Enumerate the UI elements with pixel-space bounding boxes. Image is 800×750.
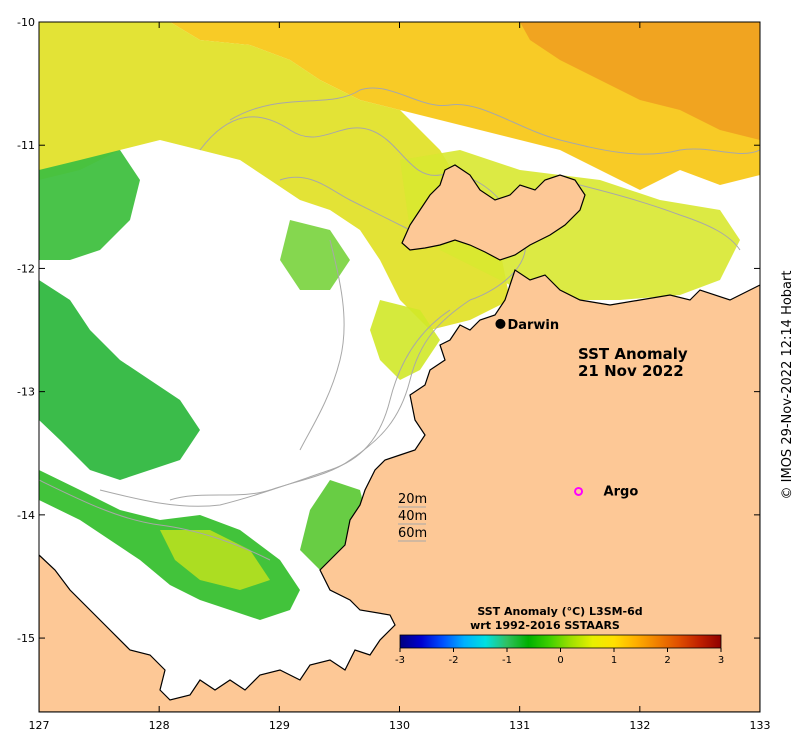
contour-line <box>559 179 741 251</box>
colorbar-title-line1: SST Anomaly (°C) L3SM-6d <box>477 605 642 618</box>
x-tick-label: 133 <box>750 719 771 732</box>
x-tick-label: 129 <box>269 719 290 732</box>
colorbar-tick-label: 3 <box>718 655 724 666</box>
darwin-label: Darwin <box>507 318 559 333</box>
y-tick-label: -10 <box>17 16 35 29</box>
axis-ticks: 127 128 129 130 131 132 133-10-11-12-13-14-15 <box>17 16 770 732</box>
colorbar-tick-label: -2 <box>449 655 459 666</box>
x-tick-label: 130 <box>389 719 410 732</box>
colorbar-ticks: -3 -2 -1 0 1 2 3 <box>395 648 724 666</box>
y-tick-label: -15 <box>17 632 35 645</box>
depth-label-40m: 40m <box>398 509 427 524</box>
sst-patch-tiwi-yellow <box>400 150 740 300</box>
argo-marker <box>574 486 584 496</box>
tiwi-islands <box>401 164 586 261</box>
colorbar-tick-label: -1 <box>502 655 512 666</box>
map-title-line2: 21 Nov 2022 <box>578 362 684 380</box>
colorbar-tick-label: 1 <box>611 655 617 666</box>
sst-patch-north-yellow <box>39 22 510 330</box>
colorbar-tick-label: 2 <box>664 655 670 666</box>
sst-patch-northeast-deep <box>520 22 760 140</box>
argo-label: Argo <box>604 484 639 499</box>
y-tick-label: -12 <box>17 262 35 275</box>
depth-label-20m: 20m <box>398 492 427 507</box>
depth-label-60m: 60m <box>398 526 427 541</box>
contour-line <box>169 299 471 501</box>
x-tick-label: 128 <box>149 719 170 732</box>
colorbar-title-line2: wrt 1992-2016 SSTAARS <box>470 619 620 632</box>
sst-patch-south-yellow <box>160 530 270 590</box>
credit-text: © IMOS 29-Nov-2022 12:14 Hobart <box>780 271 795 500</box>
land-layer <box>39 164 760 712</box>
contour-line <box>39 479 271 561</box>
contour-line <box>229 87 760 155</box>
sst-patch-mid-green <box>280 220 350 290</box>
sst-field-layer <box>39 22 760 620</box>
contour-line <box>99 309 451 507</box>
contour-line <box>299 239 345 451</box>
map-title-line1: SST Anomaly <box>578 345 688 363</box>
colorbar-tick-label: 0 <box>557 655 563 666</box>
sst-patch-darwin-yellow <box>370 300 440 380</box>
sst-patch-west-green <box>39 150 140 260</box>
colorbar-bar <box>399 634 722 649</box>
colorbar-tick-label: -3 <box>395 655 405 666</box>
contour-line <box>279 176 411 231</box>
x-tick-label: 127 <box>29 719 50 732</box>
x-tick-label: 131 <box>509 719 530 732</box>
mainland <box>39 269 760 712</box>
darwin-marker <box>495 318 506 329</box>
bathymetry-contours <box>39 87 760 561</box>
colorbar: SST Anomaly (°C) L3SM-6d wrt 1992-2016 S… <box>395 605 724 666</box>
x-tick-label: 132 <box>629 719 650 732</box>
sst-patch-southwest-green <box>39 280 200 480</box>
y-tick-label: -13 <box>17 386 35 399</box>
y-tick-label: -14 <box>17 509 35 522</box>
y-tick-label: -11 <box>17 139 35 152</box>
depth-legend: 20m 40m 60m <box>398 492 427 542</box>
